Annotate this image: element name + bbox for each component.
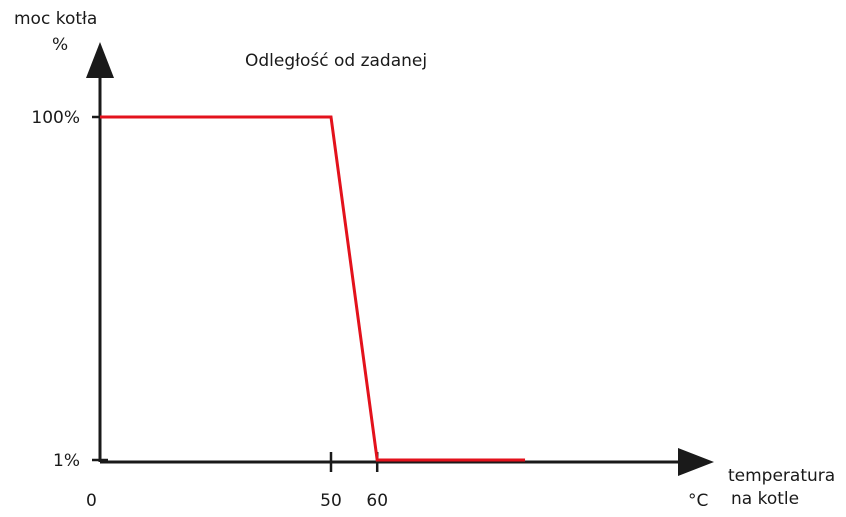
ticks-layer: 50 60 100% 1% <box>31 108 388 511</box>
y-axis-label-line2: % <box>52 35 68 55</box>
x-tick-label: 50 <box>320 491 342 511</box>
y-tick-label: 100% <box>31 108 80 128</box>
y-axis-label-line1: moc kotła <box>14 9 97 29</box>
x-origin-label: 0 <box>86 491 97 511</box>
x-axis-label-line1: temperatura <box>728 466 835 486</box>
x-axis-label-line2: na kotle <box>731 489 799 509</box>
x-axis-unit: °C <box>688 491 708 511</box>
series-line <box>100 115 526 462</box>
y-tick-label: 1% <box>53 451 80 471</box>
series-layer <box>100 115 526 462</box>
chart-title: Odległość od zadanej <box>245 51 427 71</box>
x-tick-label: 60 <box>366 491 388 511</box>
y-axis-arrow <box>86 42 114 78</box>
x-axis-arrow <box>678 448 714 476</box>
